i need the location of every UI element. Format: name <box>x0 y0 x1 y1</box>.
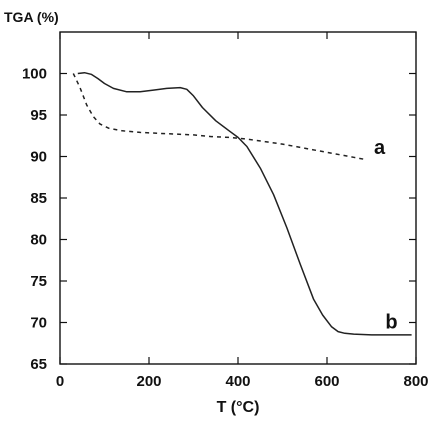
plot-frame <box>59 31 417 365</box>
annotation-a: a <box>374 137 386 159</box>
x-tick-label-200: 200 <box>136 373 161 390</box>
series-b-line <box>77 71 412 336</box>
x-tick-label-0: 0 <box>56 373 64 390</box>
y-tick-label-80: 80 <box>30 232 47 249</box>
y-tick-label-75: 75 <box>30 273 47 290</box>
x-axis-label: T (°C) <box>217 399 260 416</box>
y-tick-label-70: 70 <box>30 315 47 332</box>
annotation-b: b <box>385 311 397 333</box>
x-tick-label-600: 600 <box>314 373 339 390</box>
y-axis-label: TGA (%) <box>4 9 59 25</box>
y-tick-label-65: 65 <box>30 356 47 373</box>
x-tick-label-400: 400 <box>225 373 250 390</box>
axis-ticks: 0 200 400 600 800 65 70 75 80 85 90 95 100 <box>22 32 429 390</box>
y-tick-label-95: 95 <box>30 107 47 124</box>
y-tick-label-100: 100 <box>22 66 47 83</box>
series-a-line <box>72 73 368 161</box>
y-tick-label-90: 90 <box>30 149 47 166</box>
series-annotations: ab <box>374 137 398 333</box>
data-series <box>72 71 412 336</box>
x-tick-label-800: 800 <box>403 373 428 390</box>
y-tick-label-85: 85 <box>30 190 47 207</box>
